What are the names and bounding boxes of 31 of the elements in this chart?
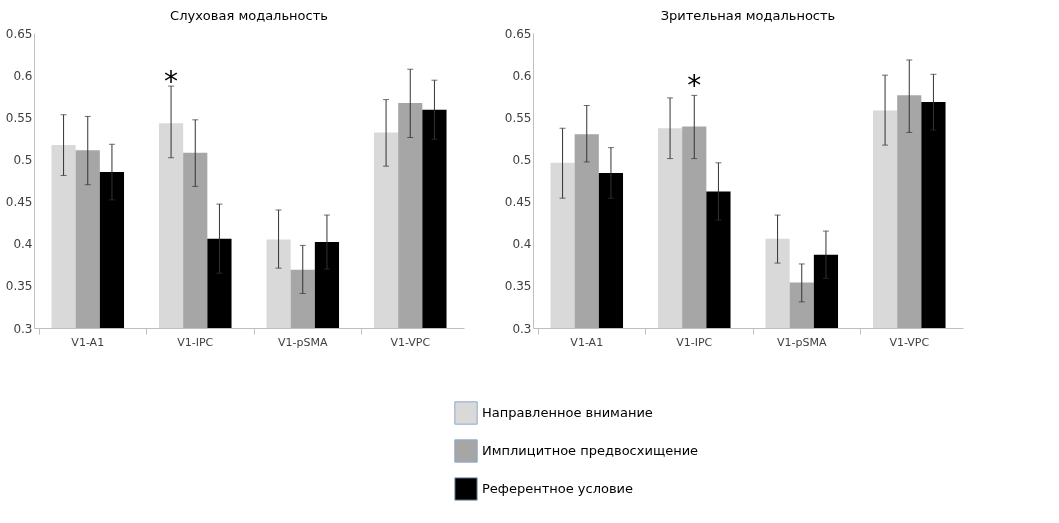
y-tick-label: 0.3 bbox=[512, 321, 532, 336]
y-tick-label: 0.35 bbox=[504, 279, 532, 294]
x-tick-label: V1-A1 bbox=[570, 335, 604, 349]
x-tick-label: V1-IPC bbox=[177, 335, 214, 349]
y-tick-label: 0.55 bbox=[5, 110, 33, 125]
chart-title: Слуховая модальность bbox=[170, 8, 328, 23]
y-tick-label: 0.3 bbox=[13, 321, 33, 336]
y-tick-label: 0.5 bbox=[13, 152, 33, 167]
y-tick-label: 0.4 bbox=[13, 237, 33, 252]
legend-label: Направленное внимание bbox=[482, 405, 653, 420]
legend-label: Референтное условие bbox=[482, 481, 634, 496]
x-tick-label: V1-A1 bbox=[71, 335, 105, 349]
y-tick-label: 0.45 bbox=[5, 195, 33, 210]
y-tick-label: 0.65 bbox=[504, 26, 532, 41]
x-tick-label: V1-pSMA bbox=[278, 335, 328, 349]
legend-label: Имплицитное предвосхищение bbox=[482, 443, 699, 458]
y-tick-label: 0.45 bbox=[504, 195, 532, 210]
y-tick-label: 0.5 bbox=[512, 152, 532, 167]
y-tick-label: 0.6 bbox=[512, 68, 532, 83]
y-tick-label: 0.55 bbox=[504, 110, 532, 125]
x-tick-label: V1-VPC bbox=[889, 335, 930, 349]
annotation: * bbox=[164, 65, 179, 99]
y-tick-label: 0.6 bbox=[13, 68, 33, 83]
x-tick-label: V1-VPC bbox=[390, 335, 431, 349]
x-tick-label: V1-pSMA bbox=[777, 335, 827, 349]
x-tick-label: V1-IPC bbox=[676, 335, 713, 349]
annotation: * bbox=[687, 68, 702, 102]
y-tick-label: 0.35 bbox=[5, 279, 33, 294]
y-tick-label: 0.4 bbox=[512, 237, 532, 252]
chart-title: Зрительная модальность bbox=[660, 8, 836, 23]
y-tick-label: 0.65 bbox=[5, 26, 33, 41]
